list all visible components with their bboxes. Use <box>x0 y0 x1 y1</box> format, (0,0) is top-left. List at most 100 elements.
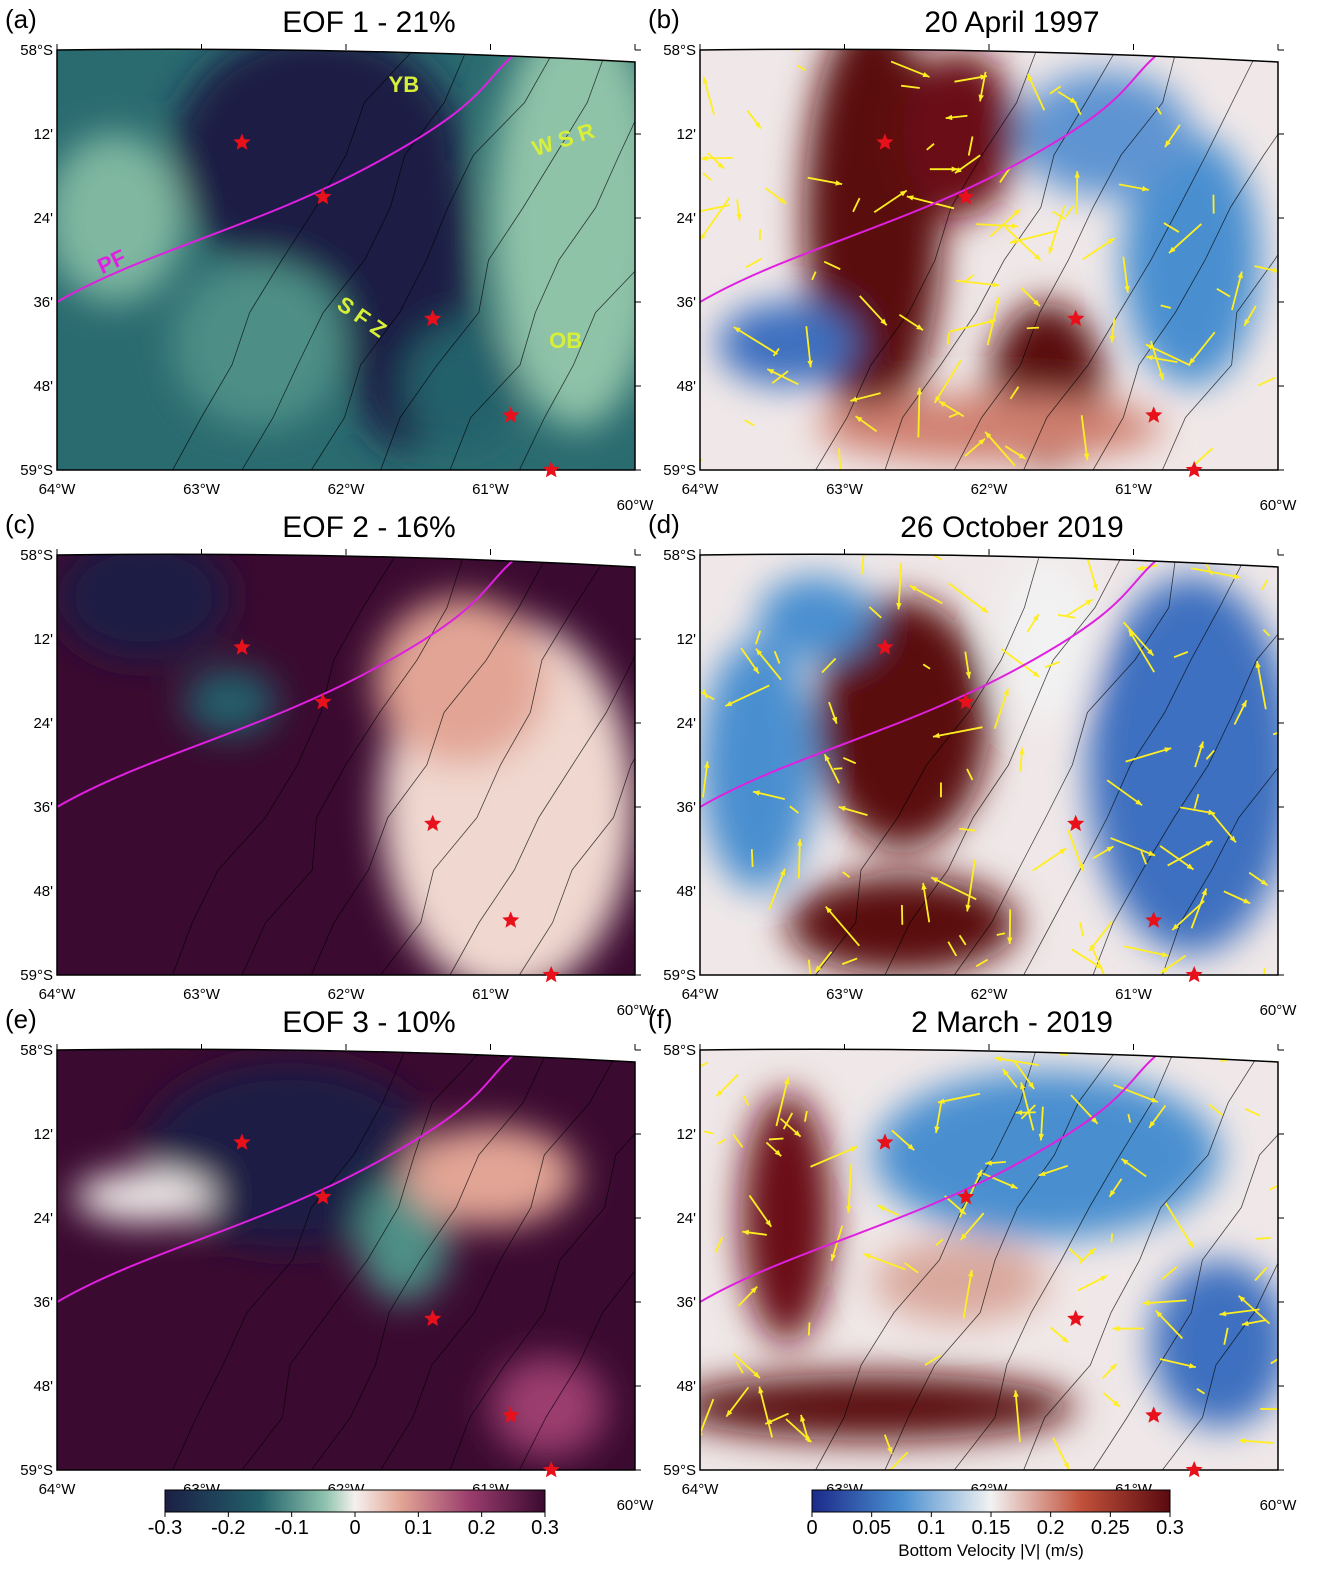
lat-label: 36' <box>33 1294 53 1311</box>
panel-title: EOF 3 - 10% <box>282 1006 455 1039</box>
lat-label: 58°S <box>663 1042 696 1059</box>
lon-label: 60°W <box>1260 1497 1298 1514</box>
velocity-arrow <box>834 768 843 769</box>
panel-title: 26 October 2019 <box>900 511 1124 544</box>
field-blob <box>74 1172 213 1222</box>
lon-label: 62°W <box>971 481 1009 498</box>
velocity-arrow <box>769 1138 783 1139</box>
lat-label: 59°S <box>663 462 696 479</box>
map-panel: (b)20 April 199758°S12'24'36'48'59°S64°W… <box>648 4 1327 514</box>
map-panel: (f)2 March - 201958°S12'24'36'48'59°S64°… <box>648 1004 1327 1514</box>
lat-label: 12' <box>676 126 696 143</box>
lat-label: 12' <box>676 1126 696 1143</box>
lon-label: 62°W <box>328 481 366 498</box>
velocity-arrow <box>1027 328 1039 329</box>
arrow-head <box>669 1076 676 1081</box>
colorbar-tick-label: 0 <box>806 1517 817 1539</box>
lon-label: 63°W <box>183 481 221 498</box>
lat-label: 36' <box>676 1294 696 1311</box>
lat-label: 59°S <box>663 967 696 984</box>
velocity-arrow <box>809 1322 810 1335</box>
field-blob <box>1087 576 1295 954</box>
colorbar-tick-label: 0.3 <box>1156 1517 1184 1539</box>
lat-label: 58°S <box>663 42 696 59</box>
arrow-head <box>1282 1033 1287 1040</box>
colorbar-tick-label: 0.05 <box>852 1517 891 1539</box>
lat-label: 12' <box>33 1126 53 1143</box>
field-blob <box>1018 71 1191 197</box>
velocity-arrow <box>1260 1409 1306 1410</box>
velocity-arrow <box>1111 1233 1112 1242</box>
lat-label: 12' <box>33 126 53 143</box>
arrow-head <box>1175 476 1182 482</box>
field <box>678 7 1327 489</box>
lat-label: 36' <box>676 799 696 816</box>
lon-label: 60°W <box>1260 497 1298 514</box>
arrow-head <box>1285 1179 1292 1184</box>
lat-label: 24' <box>676 715 696 732</box>
field-blob <box>758 576 874 660</box>
lat-label: 48' <box>33 378 53 395</box>
lon-label: 63°W <box>826 481 864 498</box>
arrow-head <box>1103 977 1108 984</box>
colorbar-tick-label: 0.3 <box>531 1517 559 1539</box>
lon-label: 62°W <box>328 986 366 1003</box>
lat-label: 59°S <box>20 1462 53 1479</box>
panel-title: EOF 1 - 21% <box>282 6 455 39</box>
lat-label: 59°S <box>20 967 53 984</box>
map-panel: (e)EOF 3 - 10%58°S12'24'36'48'59°S64°W63… <box>5 1004 744 1514</box>
colorbar-tick-label: 0.2 <box>1037 1517 1065 1539</box>
panel-label: (a) <box>5 4 37 34</box>
lon-label: 61°W <box>1115 481 1153 498</box>
colorbar-ramp <box>812 1490 1170 1512</box>
arrow-head <box>810 1002 815 1009</box>
field-blob <box>57 534 230 660</box>
colorbar-tick-label: 0.15 <box>972 1517 1011 1539</box>
lon-label: 62°W <box>971 986 1009 1003</box>
field-blob <box>404 323 520 449</box>
arrow-head <box>1159 1030 1164 1037</box>
field <box>694 538 1327 1009</box>
lon-label: 63°W <box>183 986 221 1003</box>
field-blob <box>45 134 184 302</box>
lat-label: 58°S <box>20 42 53 59</box>
lon-label: 64°W <box>39 986 77 1003</box>
lat-label: 36' <box>676 294 696 311</box>
lat-label: 24' <box>33 715 53 732</box>
lat-label: 24' <box>676 210 696 227</box>
colorbar-tick-label: -0.3 <box>148 1517 182 1539</box>
arrow-head <box>820 7 826 14</box>
lat-label: 59°S <box>663 1462 696 1479</box>
colorbar-tick-label: -0.1 <box>274 1517 308 1539</box>
field <box>57 1040 744 1470</box>
lat-label: 58°S <box>20 547 53 564</box>
field-blob <box>671 1373 1076 1440</box>
region-annotation: OB <box>549 328 582 353</box>
field-blob <box>1001 555 1093 723</box>
lat-label: 48' <box>33 1378 53 1395</box>
arrow-head <box>861 545 866 552</box>
panel-title: EOF 2 - 16% <box>282 511 455 544</box>
field <box>669 1030 1327 1480</box>
arrow-head <box>880 1474 886 1481</box>
lat-label: 12' <box>33 631 53 648</box>
field-blob <box>173 260 346 428</box>
lon-label: 64°W <box>682 986 720 1003</box>
lon-label: 61°W <box>472 986 510 1003</box>
lat-label: 36' <box>33 294 53 311</box>
arrow-head <box>1289 572 1296 578</box>
lat-label: 58°S <box>20 1042 53 1059</box>
lat-label: 24' <box>33 1210 53 1227</box>
panel-label: (c) <box>5 509 35 539</box>
velocity-arrow <box>918 388 919 438</box>
lat-label: 24' <box>33 210 53 227</box>
lon-label: 64°W <box>39 1481 77 1498</box>
field-blob <box>740 1092 832 1344</box>
velocity-arrow <box>1256 1238 1271 1239</box>
velocity-arrow <box>1275 1033 1287 1063</box>
